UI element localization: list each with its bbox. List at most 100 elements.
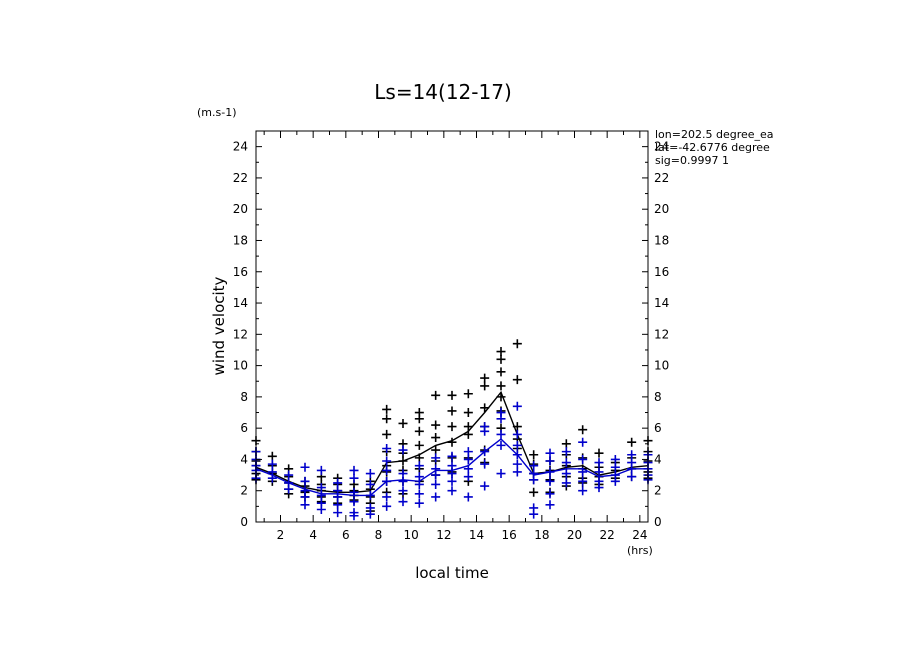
y-tick-label: 12 [233,327,248,341]
blue-point [512,459,522,469]
black-point [382,414,392,424]
black-point [578,425,588,435]
blue-point [545,489,555,499]
black-point [431,390,441,400]
black-point [496,367,506,377]
blue-point [578,476,588,486]
black-point [512,375,522,385]
blue-point [349,473,359,483]
y-tick-label: 2 [240,484,248,498]
blue-mean-line [255,438,648,497]
blue-point [333,500,343,510]
black-point [561,439,571,449]
y-tick-label: 22 [233,171,248,185]
blue-point [414,461,424,471]
blue-point [349,511,359,521]
blue-point [529,475,539,485]
x-unit-label: (hrs) [627,544,653,557]
blue-point [627,472,637,482]
y-tick-label: 18 [233,233,248,247]
blue-point [463,447,473,457]
black-point [463,408,473,418]
blue-point [300,462,310,472]
blue-point [578,486,588,496]
black-point [627,437,637,447]
black-point [529,450,539,460]
blue-point [512,467,522,477]
blue-point [300,476,310,486]
blue-point [561,447,571,457]
x-tick-label: 2 [277,528,285,542]
blue-point [529,461,539,471]
black-point [414,440,424,450]
black-point [529,487,539,497]
y-axis-label: wind velocity [210,276,228,375]
blue-point [284,470,294,480]
blue-point [447,486,457,496]
blue-point [398,486,408,496]
blue-point [365,469,375,479]
x-tick-label: 8 [375,528,383,542]
y-unit-label: (m.s-1) [197,106,237,119]
black-point [267,451,277,461]
blue-point [382,492,392,502]
blue-point [284,484,294,494]
chart-title: Ls=14(12-17) [374,80,512,104]
y-tick-label: 20 [233,202,248,216]
x-tick-label: 20 [567,528,582,542]
blue-point [480,459,490,469]
blue-point [594,483,604,493]
black-point [480,373,490,383]
black-point [447,406,457,416]
y-tick-label: 20 [654,202,669,216]
y-tick-label: 22 [654,171,669,185]
blue-point [431,453,441,463]
blue-point [610,454,620,464]
y-tick-label: 24 [233,140,248,154]
blue-point [496,440,506,450]
plot-frame [255,130,649,523]
blue-point [431,492,441,502]
y-tick-label: 6 [654,421,662,435]
y-tick-label: 2 [654,484,662,498]
x-axis-label: local time [415,564,489,582]
y-tick-label: 10 [654,359,669,373]
blue-point [545,500,555,510]
blue-point [414,472,424,482]
annotation-block: lon=202.5 degree_ea lat=-42.6776 degree … [655,128,774,167]
plot-area [251,339,653,521]
blue-point [447,451,457,461]
blue-point [398,445,408,455]
black-point [496,347,506,357]
y-tick-label: 24 [654,140,669,154]
blue-point [382,501,392,511]
black-point [398,418,408,428]
blue-point [545,448,555,458]
blue-point [316,465,326,475]
blue-point [316,490,326,500]
blue-point [512,401,522,411]
annotation-sig: sig=0.9997 1 [655,154,729,167]
annotation-lon: lon=202.5 degree_ea [655,128,774,141]
y-tick-label: 4 [654,452,662,466]
blue-point [480,426,490,436]
blue-point [382,456,392,466]
y-tick-label: 14 [233,296,248,310]
blue-point [545,456,555,466]
blue-point [365,479,375,489]
black-point [447,390,457,400]
blue-point [349,497,359,507]
blue-point [529,509,539,519]
blue-point [365,509,375,519]
black-point [414,414,424,424]
blue-point [414,489,424,499]
blue-point [496,429,506,439]
blue-point [545,476,555,486]
blue-point [627,450,637,460]
blue-point [594,458,604,468]
blue-point [398,497,408,507]
blue-point [512,429,522,439]
blue-point [414,498,424,508]
black-point [431,420,441,430]
